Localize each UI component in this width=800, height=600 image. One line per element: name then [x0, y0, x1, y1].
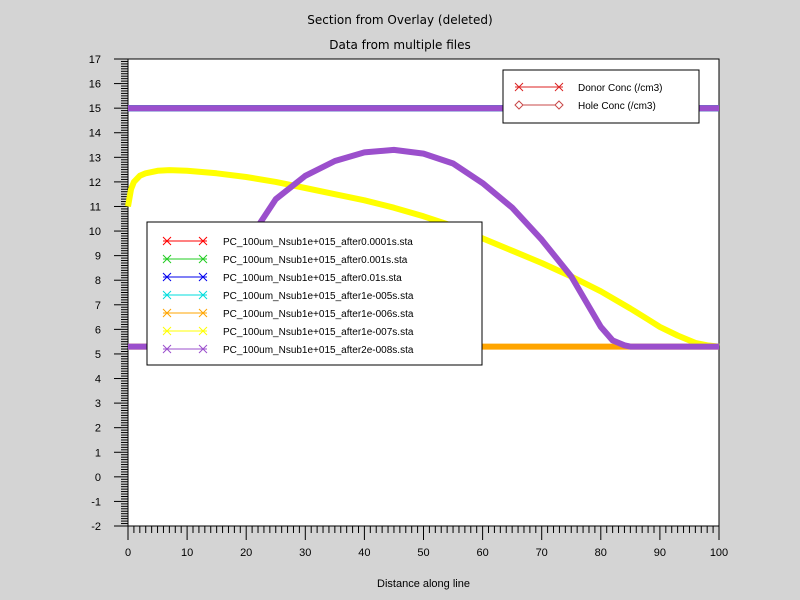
- y-tick-label: 4: [95, 374, 101, 386]
- x-marker-icon: [162, 236, 172, 246]
- x-marker-icon: [162, 326, 172, 336]
- x-tick-label: 90: [654, 547, 666, 559]
- y-tick-label: 14: [89, 128, 101, 140]
- series-legend-label: PC_100um_Nsub1e+015_after1e-006s.sta: [223, 309, 414, 320]
- quantity-legend-label: Donor Conc (/cm3): [578, 83, 662, 94]
- x-marker-icon: [162, 290, 172, 300]
- series-legend-label: PC_100um_Nsub1e+015_after2e-008s.sta: [223, 345, 414, 356]
- y-tick-label: 3: [95, 398, 101, 410]
- x-marker-icon: [162, 254, 172, 264]
- y-tick-label: 6: [95, 324, 101, 336]
- y-tick-label: 5: [95, 349, 101, 361]
- x-tick-label: 80: [595, 547, 607, 559]
- y-tick-label: -2: [91, 521, 101, 533]
- y-tick-label: 9: [95, 251, 101, 263]
- x-tick-label: 100: [710, 547, 728, 559]
- x-marker-icon: [198, 326, 208, 336]
- series-legend: PC_100um_Nsub1e+015_after0.0001s.sta PC_1…: [146, 221, 483, 366]
- x-tick-label: 60: [476, 547, 488, 559]
- series-legend-label: PC_100um_Nsub1e+015_after0.0001s.sta: [223, 237, 413, 248]
- y-tick-label: 11: [90, 201, 101, 213]
- x-tick-label: 20: [240, 547, 252, 559]
- series-legend-label: PC_100um_Nsub1e+015_after1e-007s.sta: [223, 327, 414, 338]
- chart-title: Section from Overlay (deleted): [307, 13, 493, 27]
- x-axis: 0 10 20 30 40 50 60 70 80 90 100: [125, 526, 728, 559]
- y-tick-label: 16: [89, 79, 101, 91]
- x-tick-label: 50: [417, 547, 429, 559]
- x-marker-icon: [162, 344, 172, 354]
- y-tick-label: 10: [89, 226, 101, 238]
- y-tick-label: 17: [89, 54, 101, 66]
- x-marker-icon: [198, 254, 208, 264]
- x-marker-icon: [198, 236, 208, 246]
- series-legend-label: PC_100um_Nsub1e+015_after0.01s.sta: [223, 273, 402, 284]
- x-tick-label: 40: [358, 547, 370, 559]
- x-tick-label: 30: [299, 547, 311, 559]
- y-tick-label: -1: [91, 496, 101, 508]
- quantity-legend: Donor Conc (/cm3) Hole Conc (/cm3): [502, 69, 700, 124]
- x-marker-icon: [162, 308, 172, 318]
- y-tick-label: 15: [89, 103, 101, 115]
- x-tick-label: 0: [125, 547, 131, 559]
- y-tick-label: 12: [89, 177, 101, 189]
- y-tick-label: 0: [95, 472, 101, 484]
- series-line-7: [128, 146, 719, 350]
- x-marker-icon: [554, 82, 564, 92]
- x-tick-label: 10: [181, 547, 193, 559]
- chart-subtitle: Data from multiple files: [329, 38, 471, 52]
- diamond-marker-icon: [514, 100, 524, 110]
- x-marker-icon: [198, 290, 208, 300]
- x-axis-label: Distance along line: [377, 578, 470, 590]
- series-legend-label: PC_100um_Nsub1e+015_after0.001s.sta: [223, 255, 408, 266]
- x-minor-ticks: [133, 526, 714, 533]
- series-legend-label: PC_100um_Nsub1e+015_after1e-005s.sta: [223, 291, 414, 302]
- y-tick-label: 8: [95, 275, 101, 287]
- x-marker-icon: [198, 344, 208, 354]
- y-tick-label: 1: [95, 447, 101, 459]
- y-tick-label: 13: [89, 152, 101, 164]
- diamond-marker-icon: [554, 100, 564, 110]
- y-tick-label: 7: [95, 300, 101, 312]
- y-minor-ticks: [121, 60, 128, 525]
- x-marker-icon: [162, 272, 172, 282]
- series-line-6: [125, 167, 720, 350]
- x-marker-icon: [198, 308, 208, 318]
- x-marker-icon: [514, 82, 524, 92]
- x-tick-label: 70: [536, 547, 548, 559]
- x-marker-icon: [198, 272, 208, 282]
- y-tick-label: 2: [95, 423, 101, 435]
- quantity-legend-label: Hole Conc (/cm3): [578, 101, 656, 112]
- quantity-legend-box: [502, 69, 700, 124]
- series-legend-box: [146, 221, 483, 366]
